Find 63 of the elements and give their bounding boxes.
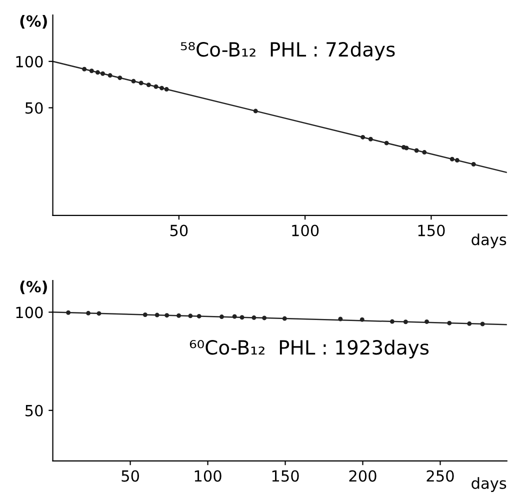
point <box>240 315 244 320</box>
point <box>160 86 164 90</box>
point <box>253 108 258 114</box>
point <box>360 134 366 140</box>
point <box>262 316 267 320</box>
point <box>164 313 170 318</box>
point <box>118 76 122 80</box>
point <box>86 310 91 316</box>
point <box>146 82 151 88</box>
x-tick-label: 50 <box>122 470 139 482</box>
x-tick-label: 50 <box>170 224 188 236</box>
x-axis-title: days <box>472 233 506 248</box>
x-tick-label: 150 <box>272 470 299 482</box>
x-tick-label: 150 <box>418 224 445 236</box>
x-tick-label: 100 <box>194 470 222 482</box>
y-tick-label: 100 <box>16 306 43 318</box>
point <box>384 140 389 146</box>
point <box>422 150 427 155</box>
x-tick-label: 250 <box>426 470 454 482</box>
point <box>390 319 394 324</box>
y-tick-label: 50 <box>26 102 43 114</box>
point <box>368 136 373 142</box>
point <box>96 311 102 316</box>
point <box>454 158 460 163</box>
point <box>82 66 87 72</box>
y-axis-title: (%) <box>20 15 47 29</box>
point <box>424 319 430 324</box>
point <box>450 156 454 162</box>
point <box>188 314 193 318</box>
point <box>95 70 100 75</box>
point <box>100 71 105 76</box>
point <box>196 314 202 318</box>
point <box>89 68 94 74</box>
x-axis-title: days <box>472 477 506 492</box>
point <box>219 314 224 320</box>
point <box>471 162 476 166</box>
annotation: ⁵⁸Co-B₁₂ PHL : 72days <box>180 42 395 61</box>
point <box>108 73 112 78</box>
point <box>480 322 485 326</box>
point <box>467 321 472 326</box>
y-axis-title: (%) <box>20 280 47 294</box>
x-tick-label: 100 <box>292 224 319 236</box>
point <box>360 317 364 322</box>
point <box>142 312 148 317</box>
point <box>414 148 419 153</box>
point <box>252 315 256 320</box>
point <box>338 316 343 322</box>
y-tick-label: 100 <box>16 56 43 68</box>
point <box>176 313 182 318</box>
point <box>66 310 71 315</box>
point <box>164 87 169 92</box>
y-tick-label: 50 <box>26 404 43 416</box>
x-tick-label: 200 <box>349 470 376 482</box>
point <box>447 320 452 326</box>
point <box>403 320 408 324</box>
point <box>282 316 287 321</box>
point <box>154 312 160 318</box>
point <box>138 80 144 86</box>
point <box>232 314 237 319</box>
point <box>131 78 136 84</box>
point <box>404 146 409 150</box>
point <box>154 84 158 89</box>
annotation: ⁶⁰Co-B₁₂ PHL : 1923days <box>190 340 429 359</box>
